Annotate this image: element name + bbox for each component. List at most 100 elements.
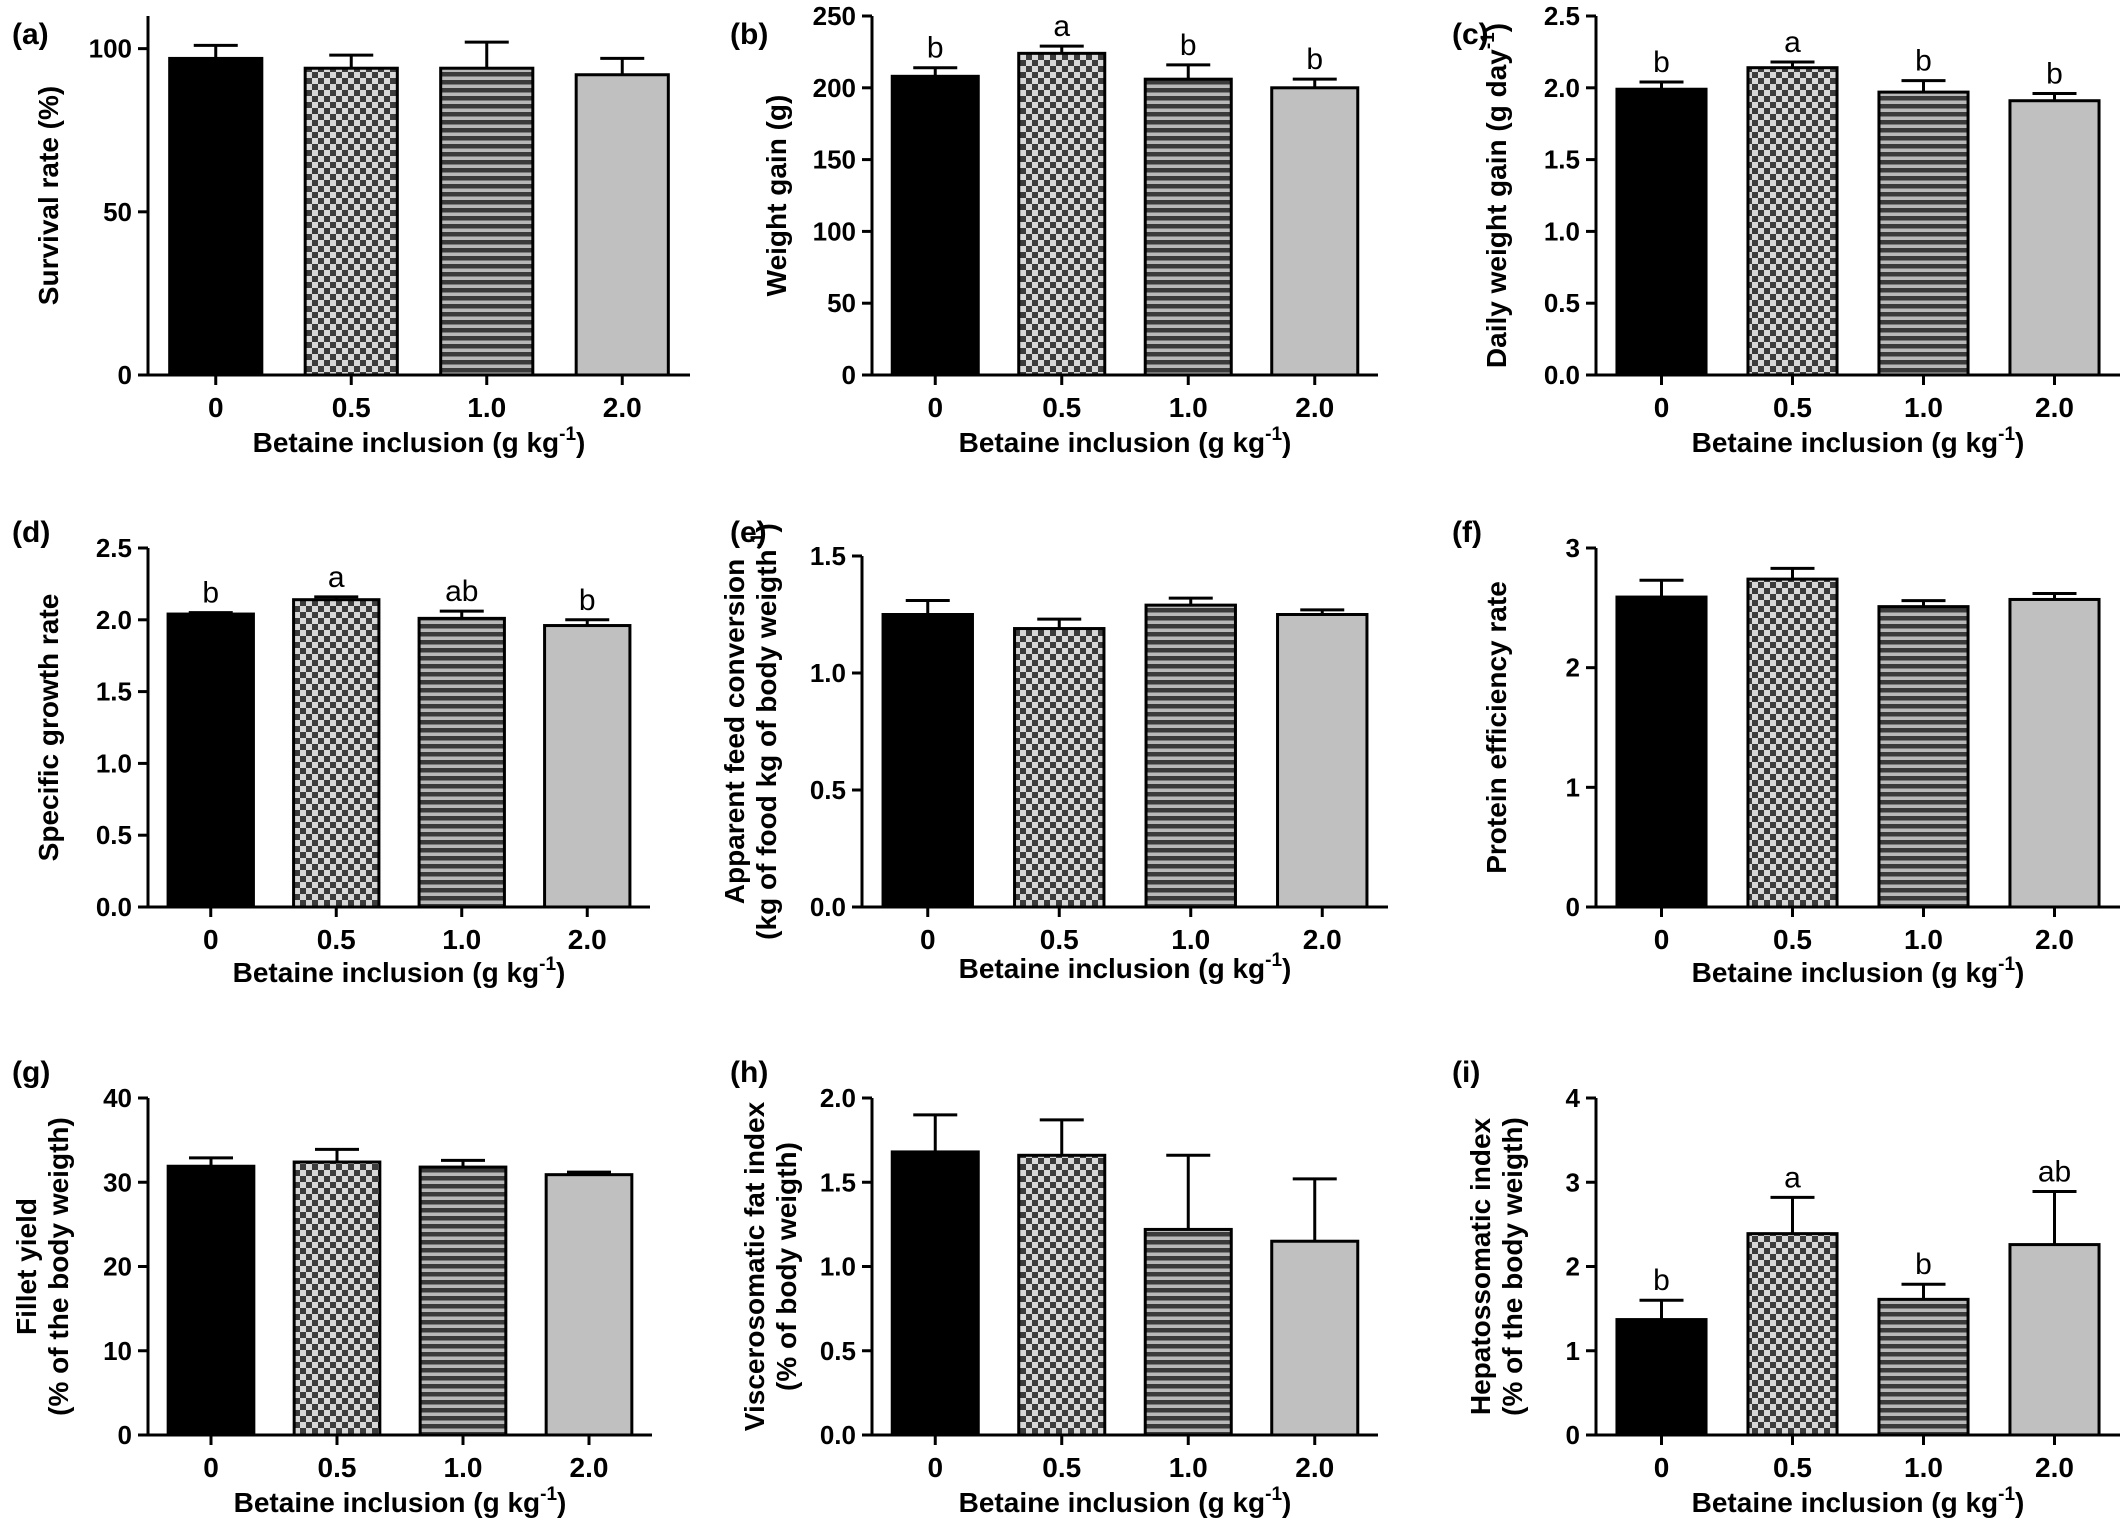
x-tick-label: 1.0 (1171, 924, 1210, 955)
bar-1.0 (1143, 77, 1233, 377)
x-tick-label: 2.0 (2035, 924, 2074, 955)
y-tick-label: 3 (1566, 1167, 1580, 1197)
significance-label: b (1653, 46, 1670, 79)
y-tick-label: 0.0 (820, 1420, 856, 1450)
significance-label: b (579, 584, 596, 617)
y-tick-label: 1 (1566, 1336, 1580, 1366)
y-tick-label: 30 (103, 1167, 132, 1197)
bar-0.5 (303, 66, 399, 377)
x-tick-label: 1.0 (442, 924, 481, 955)
y-tick-label: 20 (103, 1252, 132, 1282)
panel-letter: (a) (12, 18, 49, 51)
y-tick-label: 10 (103, 1336, 132, 1366)
significance-label: a (1053, 10, 1070, 43)
y-tick-label: 2 (1566, 653, 1580, 683)
y-tick-label: 1.0 (1544, 216, 1580, 246)
significance-label: b (1180, 29, 1197, 62)
x-tick-label: 0.5 (1042, 392, 1081, 423)
y-tick-label: 0 (118, 1420, 132, 1450)
x-tick-label: 2.0 (570, 1452, 609, 1483)
y-tick-label: 4 (1566, 1083, 1581, 1113)
y-tick-label: 0 (1566, 892, 1580, 922)
y-tick-label: 2.5 (96, 533, 132, 563)
bar-1.0 (418, 1165, 508, 1437)
x-tick-label: 0.5 (318, 1452, 357, 1483)
y-tick-label: 0.0 (96, 892, 132, 922)
significance-label: a (1784, 1161, 1801, 1194)
x-tick-label: 1.0 (1169, 1452, 1208, 1483)
bar-0 (1615, 595, 1708, 909)
panel-letter: (d) (12, 516, 50, 549)
y-axis-title: Daily weight gain (g day-1) (1478, 23, 1512, 368)
bar-0.5 (1017, 1153, 1107, 1437)
bar-0.5 (1746, 1232, 1839, 1437)
x-tick-label: 0 (208, 392, 224, 423)
bar-1.0 (1144, 603, 1237, 909)
significance-label: b (927, 32, 944, 65)
y-tick-label: 2.5 (1544, 1, 1580, 31)
bar-1.0 (417, 616, 506, 909)
y-axis-title: (kg of food kg of body weigth-1) (748, 523, 782, 940)
bar-0.5 (1746, 577, 1839, 909)
y-tick-label: 2.0 (820, 1083, 856, 1113)
y-tick-label: 0.5 (820, 1336, 856, 1366)
significance-label: ab (2038, 1156, 2071, 1189)
x-axis-title: Betaine inclusion (g kg-1) (233, 954, 566, 988)
y-tick-label: 100 (89, 34, 132, 64)
bar-2.0 (1276, 613, 1369, 909)
x-tick-label: 2.0 (1295, 392, 1334, 423)
significance-label: b (202, 577, 219, 610)
bar-2.0 (574, 73, 670, 377)
bar-1.0 (1877, 605, 1970, 909)
bar-0.5 (292, 598, 381, 909)
x-tick-label: 1.0 (467, 392, 506, 423)
bar-0 (166, 1164, 256, 1437)
x-tick-label: 1.0 (444, 1452, 483, 1483)
y-tick-label: 0.5 (1544, 288, 1580, 318)
panel-letter: (f) (1452, 516, 1482, 549)
y-tick-label: 1 (1566, 772, 1580, 802)
bar-1.0 (1143, 1227, 1233, 1437)
y-axis-title: (% of the body weigth) (43, 1117, 74, 1416)
x-tick-label: 0 (1654, 392, 1670, 423)
x-tick-label: 0 (1654, 924, 1670, 955)
bar-0.5 (1017, 51, 1107, 377)
y-tick-label: 150 (813, 145, 856, 175)
bar-0 (1615, 87, 1708, 377)
y-axis-title: Fillet yield (11, 1198, 42, 1335)
chart-panel-b: (b) 0 50 100 150 200 250 b 0 a 0.5 b 1.0 b 2.0Betaine … (730, 1, 1378, 458)
significance-label: b (1915, 1248, 1932, 1281)
panel-letter: (h) (730, 1056, 768, 1089)
bar-0 (881, 613, 974, 909)
x-tick-label: 0.5 (1042, 1452, 1081, 1483)
y-axis-title: Protein efficiency rate (1481, 581, 1512, 874)
x-axis-title: Betaine inclusion (g kg-1) (234, 1484, 567, 1518)
y-tick-label: 1.5 (810, 541, 846, 571)
x-axis-title: Betaine inclusion (g kg-1) (959, 950, 1292, 984)
bar-1.0 (1877, 1297, 1970, 1437)
x-tick-label: 0 (927, 392, 943, 423)
chart-panel-f: (f) 0 1 2 3 0 0.5 1.0 2.0 Betaine inclusion (g kg… (1452, 516, 2120, 988)
y-tick-label: 100 (813, 216, 856, 246)
significance-label: b (1306, 43, 1323, 76)
x-axis-title: Betaine inclusion (g kg-1) (1692, 424, 2025, 458)
x-tick-label: 2.0 (568, 924, 607, 955)
y-tick-label: 0 (1566, 1420, 1580, 1450)
y-tick-label: 1.0 (96, 748, 132, 778)
y-axis-title: (% of body weigth) (771, 1142, 802, 1391)
panel-letter: (e) (730, 516, 767, 549)
x-tick-label: 0.5 (1773, 392, 1812, 423)
y-tick-label: 1.0 (820, 1252, 856, 1282)
y-tick-label: 2 (1566, 1252, 1580, 1282)
bar-2.0 (1270, 86, 1360, 377)
significance-label: b (2046, 58, 2063, 91)
bar-1.0 (1877, 90, 1970, 377)
y-tick-label: 1.0 (810, 658, 846, 688)
x-axis-title: Betaine inclusion (g kg-1) (1692, 1484, 2025, 1518)
significance-label: b (1653, 1264, 1670, 1297)
y-axis-title: Apparent feed conversion (719, 559, 750, 904)
panel-letter: (b) (730, 18, 768, 51)
x-tick-label: 0.5 (1773, 924, 1812, 955)
x-axis-title: Betaine inclusion (g kg-1) (959, 1484, 1292, 1518)
